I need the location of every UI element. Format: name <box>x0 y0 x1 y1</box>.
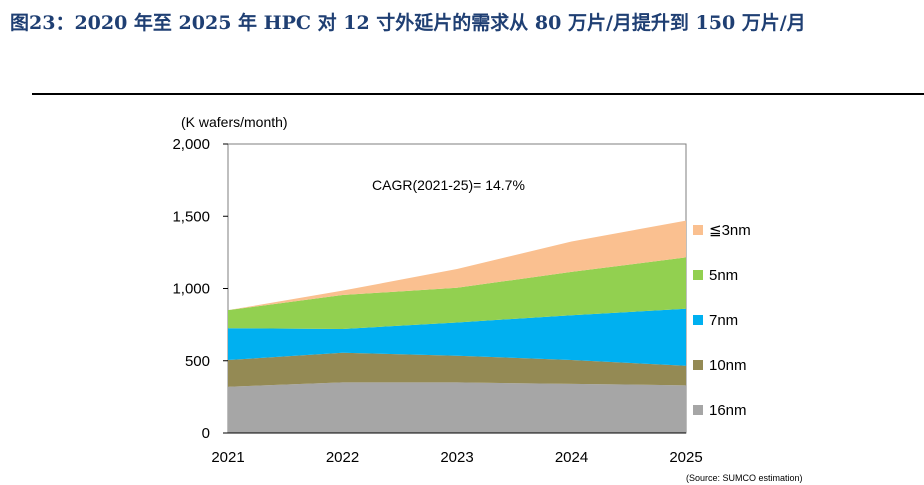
source-note: (Source: SUMCO estimation) <box>686 473 803 483</box>
legend-label: ≦3nm <box>709 222 751 239</box>
legend-swatch <box>693 270 703 280</box>
legend-swatch <box>693 360 703 370</box>
area-series-10nm <box>228 352 686 387</box>
legend-label: 10nm <box>709 357 747 374</box>
area-series-16nm <box>228 382 686 433</box>
cagr-annotation: CAGR(2021-25)= 14.7% <box>372 177 525 193</box>
x-tick-label: 2025 <box>669 449 702 466</box>
figure-title: 图23：2020 年至 2025 年 HPC 对 12 寸外延片的需求从 80 … <box>10 12 806 34</box>
area-series-7nm <box>228 308 686 366</box>
x-tick-label: 2023 <box>440 449 473 466</box>
y-tick-label: 2,000 <box>172 136 210 153</box>
legend-swatch <box>693 225 703 235</box>
legend-swatch <box>693 315 703 325</box>
legend-label: 7nm <box>709 312 738 329</box>
title-divider <box>32 93 924 95</box>
x-tick-label: 2021 <box>211 449 244 466</box>
area-series-le3nm <box>228 220 686 311</box>
y-tick-label: 500 <box>185 353 210 370</box>
x-tick-label: 2022 <box>326 449 359 466</box>
legend-swatch <box>693 405 703 415</box>
x-tick-label: 2024 <box>555 449 588 466</box>
y-tick-label: 0 <box>202 425 210 442</box>
y-tick-label: 1,000 <box>172 281 210 298</box>
area-series-5nm <box>228 257 686 329</box>
legend-label: 16nm <box>709 402 747 419</box>
legend-label: 5nm <box>709 267 738 284</box>
y-axis-label: (K wafers/month) <box>181 114 288 130</box>
y-tick-label: 1,500 <box>172 208 210 225</box>
